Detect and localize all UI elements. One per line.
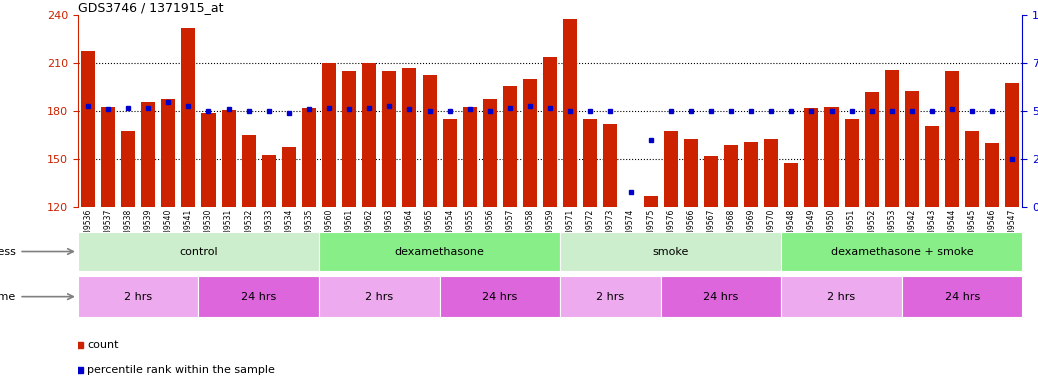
Bar <box>965 131 979 207</box>
Bar <box>564 18 577 207</box>
Text: control: control <box>180 247 218 257</box>
Bar <box>121 131 135 207</box>
Bar <box>319 232 561 271</box>
Bar <box>78 276 198 317</box>
Text: 2 hrs: 2 hrs <box>827 291 855 302</box>
Text: count: count <box>87 340 118 350</box>
Bar <box>782 276 902 317</box>
Bar <box>660 276 782 317</box>
Bar <box>101 107 115 207</box>
Bar <box>201 113 216 207</box>
Bar <box>198 276 319 317</box>
Bar <box>865 92 879 207</box>
Bar <box>723 145 738 207</box>
Bar <box>583 119 597 207</box>
Bar <box>422 74 437 207</box>
Text: GDS3746 / 1371915_at: GDS3746 / 1371915_at <box>78 1 223 14</box>
Bar <box>603 124 618 207</box>
Bar <box>182 28 195 207</box>
Bar <box>925 126 939 207</box>
Bar <box>744 142 758 207</box>
Bar <box>81 51 94 207</box>
Bar <box>302 108 316 207</box>
Bar <box>663 131 678 207</box>
Text: 2 hrs: 2 hrs <box>125 291 153 302</box>
Bar <box>242 136 255 207</box>
Bar <box>78 232 319 271</box>
Bar <box>403 68 416 207</box>
Bar <box>561 276 660 317</box>
Bar <box>502 86 517 207</box>
Text: time: time <box>0 291 74 302</box>
Bar <box>362 63 377 207</box>
Bar <box>442 119 457 207</box>
Bar <box>704 156 718 207</box>
Text: 24 hrs: 24 hrs <box>704 291 739 302</box>
Bar <box>785 162 798 207</box>
Bar <box>262 155 276 207</box>
Bar <box>561 232 782 271</box>
Bar <box>644 196 658 207</box>
Text: 24 hrs: 24 hrs <box>945 291 980 302</box>
Bar <box>343 71 356 207</box>
Bar <box>463 107 476 207</box>
Bar <box>782 232 1022 271</box>
Bar <box>945 71 959 207</box>
Bar <box>905 91 919 207</box>
Text: smoke: smoke <box>653 247 689 257</box>
Text: dexamethasone + smoke: dexamethasone + smoke <box>830 247 974 257</box>
Bar <box>845 119 858 207</box>
Text: 24 hrs: 24 hrs <box>241 291 276 302</box>
Text: stress: stress <box>0 247 74 257</box>
Text: 2 hrs: 2 hrs <box>365 291 393 302</box>
Bar <box>382 71 397 207</box>
Bar <box>684 139 698 207</box>
Bar <box>764 139 778 207</box>
Text: 2 hrs: 2 hrs <box>597 291 625 302</box>
Bar <box>319 276 440 317</box>
Bar <box>483 99 497 207</box>
Bar <box>985 143 1000 207</box>
Text: dexamethasone: dexamethasone <box>394 247 485 257</box>
Bar <box>804 108 818 207</box>
Bar <box>543 57 557 207</box>
Bar <box>141 102 156 207</box>
Text: 24 hrs: 24 hrs <box>483 291 518 302</box>
Bar <box>322 63 336 207</box>
Bar <box>440 276 561 317</box>
Bar <box>282 147 296 207</box>
Text: percentile rank within the sample: percentile rank within the sample <box>87 365 275 375</box>
Bar <box>1006 83 1019 207</box>
Bar <box>161 99 175 207</box>
Bar <box>523 79 537 207</box>
Bar <box>902 276 1022 317</box>
Bar <box>221 110 236 207</box>
Bar <box>884 70 899 207</box>
Bar <box>824 107 839 207</box>
